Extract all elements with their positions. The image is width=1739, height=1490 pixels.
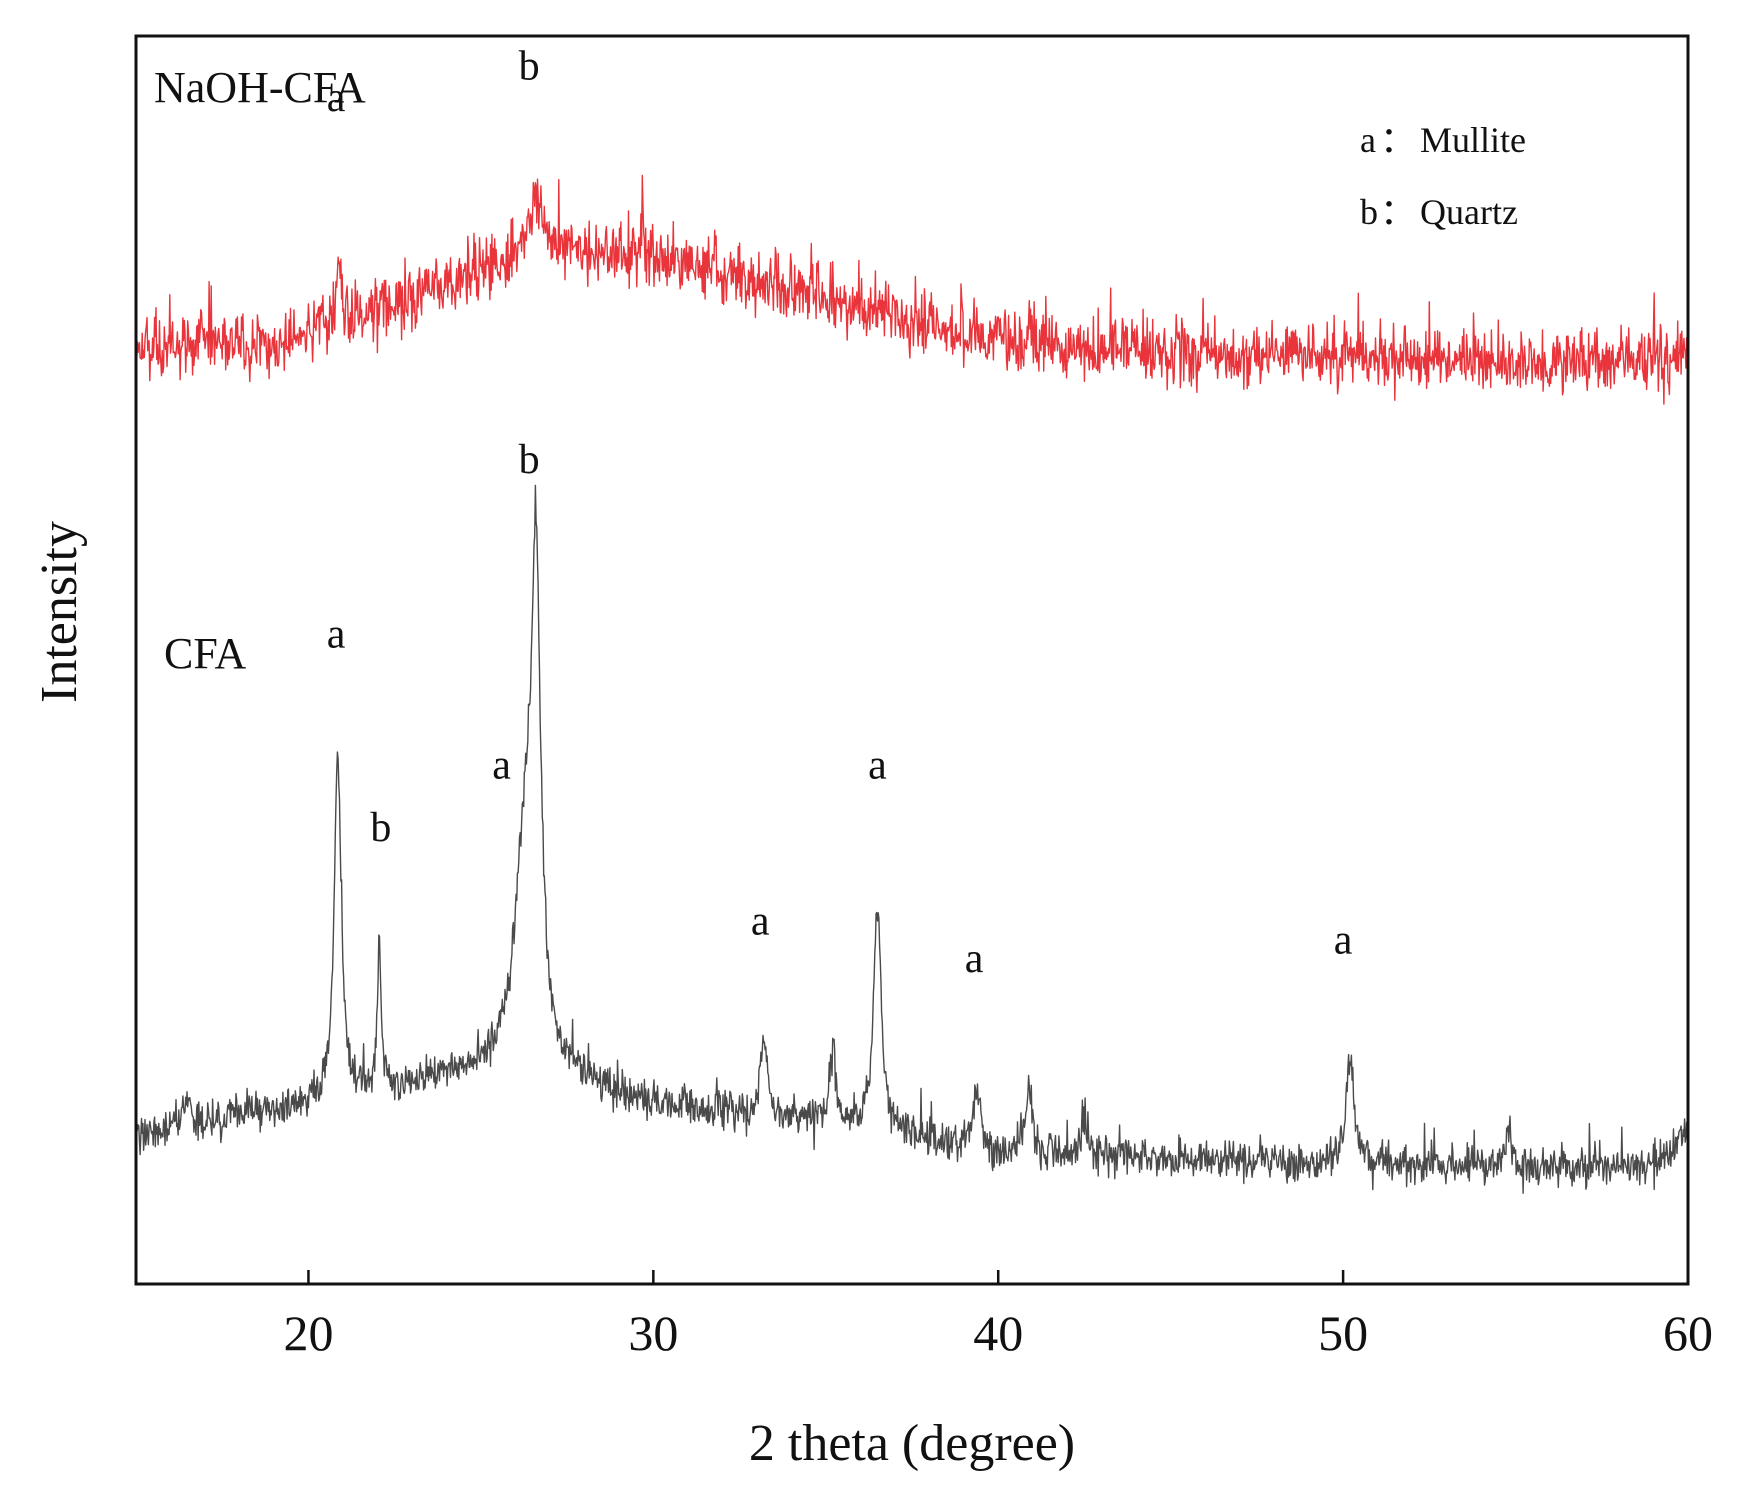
x-tick-label-30: 30 — [628, 1305, 678, 1361]
peak-label-cfa-4: a — [492, 743, 511, 789]
y-axis-title: Intensity — [31, 521, 88, 703]
plot-frame — [134, 34, 1690, 1286]
x-tick-label-60: 60 — [1663, 1305, 1713, 1361]
x-axis: 20 30 40 50 60 — [283, 1270, 1713, 1361]
peak-label-cfa-6: a — [751, 899, 770, 945]
peak-label-naoh-cfa-0: a — [327, 75, 346, 121]
legend: a ： Mullite b ： Quartz — [1360, 120, 1526, 232]
peak-label-cfa-7: a — [868, 743, 887, 789]
peak-label-cfa-8: a — [965, 936, 984, 982]
x-axis-title: 2 theta (degree) — [749, 1415, 1075, 1472]
legend-separator-quartz: ： — [1380, 192, 1416, 232]
peak-label-naoh-cfa-1: b — [519, 44, 540, 90]
legend-key-mullite: a — [1360, 120, 1376, 160]
peak-label-cfa-5: b — [519, 437, 540, 483]
legend-name-quartz: Quartz — [1420, 192, 1518, 232]
x-tick-label-40: 40 — [973, 1305, 1023, 1361]
x-tick-label-20: 20 — [283, 1305, 333, 1361]
legend-separator-mullite: ： — [1380, 120, 1416, 160]
sample-label-naoh-cfa: NaOH-CFA — [154, 63, 366, 112]
peak-label-cfa-3: b — [370, 805, 391, 851]
peak-label-cfa-9: a — [1334, 917, 1353, 963]
x-tick-label-50: 50 — [1318, 1305, 1368, 1361]
legend-name-mullite: Mullite — [1420, 120, 1526, 160]
plot-lines — [135, 174, 1689, 1194]
legend-key-quartz: b — [1360, 192, 1378, 232]
peak-label-cfa-2: a — [327, 612, 346, 658]
peak-annotations: a b a b a b a a a a — [327, 44, 1353, 982]
series-line-cfa — [135, 484, 1689, 1194]
series-line-naoh-cfa — [135, 174, 1689, 405]
sample-label-cfa: CFA — [164, 629, 247, 678]
